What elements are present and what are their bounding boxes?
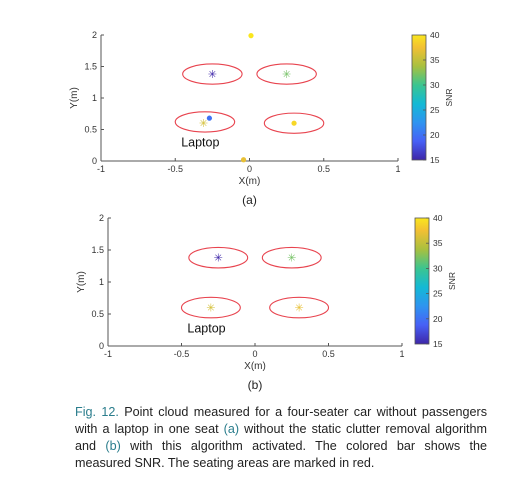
y-axis-label: Y(m) [76,271,87,293]
data-point-star: ✳ [206,303,215,315]
caption-ref-b[interactable]: (b) [105,439,121,453]
colorbar [414,217,430,345]
y-tick-label: 0.5 [91,309,104,319]
data-point-star: ✳ [282,69,291,81]
caption-ref-a[interactable]: (a) [223,422,240,436]
colorbar-tick-label: 40 [430,30,440,40]
x-tick-label: -0.5 [174,349,190,359]
y-tick-label: 1.5 [84,62,97,72]
x-tick-label: 0 [247,164,252,174]
y-tick-label: 1.5 [91,245,104,255]
y-tick-label: 0 [99,341,104,351]
colorbar-tick-label: 20 [430,130,440,140]
colorbar-tick-label: 30 [430,80,440,90]
caption-figure-label: Fig. 12. [75,405,119,419]
y-tick-label: 0 [92,156,97,166]
data-point-dot [240,157,247,163]
colorbar-tick-label: 15 [433,339,443,349]
colorbar-tick-label: 35 [430,55,440,65]
y-tick-label: 1 [92,93,97,103]
laptop-annotation: Laptop [187,321,225,335]
y-axis-label: Y(m) [69,87,80,109]
colorbar-tick-label: 25 [433,289,443,299]
data-point-star: ✳ [287,253,296,265]
colorbar-tick-label: 25 [430,105,440,115]
laptop-annotation: Laptop [181,136,219,150]
colorbar-tick-label: 20 [433,314,443,324]
y-tick-label: 0.5 [84,125,97,135]
x-tick-label: 1 [395,164,400,174]
data-point-star: ✳ [214,253,223,265]
x-axis-label: X(m) [239,176,261,187]
colorbar-label: SNR [447,272,457,290]
colorbar-tick-label: 40 [433,213,443,223]
seating-area-ellipse [182,63,243,85]
x-tick-label: -1 [97,164,105,174]
x-tick-label: 0 [252,349,257,359]
figure-caption: Fig. 12. Point cloud measured for a four… [75,404,487,472]
seating-area-ellipse [263,112,325,134]
caption-text-1: Point cloud measured for a four-seater c… [75,405,487,436]
x-tick-label: 0.5 [322,349,335,359]
data-point-star: ✳ [294,303,303,315]
seating-area-ellipse [269,296,330,319]
data-point-star: ✳ [199,118,208,130]
chart-panel-a: -1 -0.5 0 0.5 1 0 0.5 1 1.5 2 X(m) Y(m) ✳ ✳ ✳ Laptop 15 2… [69,30,454,207]
panel-label: (a) [242,193,257,207]
caption-text-3: with this algorithm activated. The color… [75,439,488,470]
chart-panel-b: -1 -0.5 0 0.5 1 0 0.5 1 1.5 2 X(m) Y(m) ✳ ✳ ✳ ✳ Laptop 15… [76,213,457,392]
x-tick-label: -0.5 [167,164,183,174]
seating-area-ellipse [174,111,236,133]
y-tick-label: 2 [92,30,97,40]
panel-label: (b) [248,378,263,392]
x-tick-label: 0.5 [317,164,330,174]
colorbar-tick-label: 35 [433,238,443,248]
colorbar-tick-label: 30 [433,263,443,273]
y-tick-label: 1 [99,277,104,287]
colorbar-label: SNR [444,89,454,107]
y-tick-label: 2 [99,213,104,223]
figure: -1 -0.5 0 0.5 1 0 0.5 1 1.5 2 X(m) Y(m) ✳ ✳ ✳ Laptop 15 2… [69,30,457,392]
seating-area-ellipse [256,63,317,85]
data-point-star: ✳ [208,69,217,81]
colorbar [411,34,427,161]
caption-text-2: without the static clutter removal algor… [75,422,488,453]
seating-area-ellipse [180,296,241,319]
seating-area-ellipse [261,246,322,269]
x-tick-label: -1 [104,349,112,359]
x-axis-label: X(m) [244,361,266,372]
seating-area-ellipse [188,246,249,269]
data-point-dot [206,115,213,121]
x-tick-label: 1 [399,349,404,359]
data-point-dot [291,120,297,126]
colorbar-tick-label: 15 [430,155,440,165]
data-point-dot [248,33,254,39]
